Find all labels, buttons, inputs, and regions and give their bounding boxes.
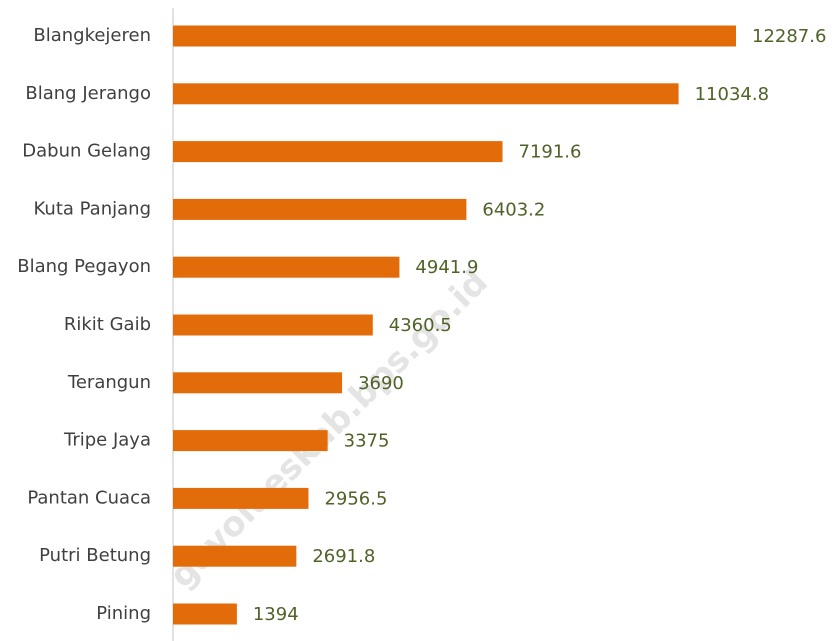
value-label: 2956.5 [324,488,387,509]
category-label: Putri Betung [39,545,151,566]
category-label: Blang Pegayon [17,256,151,277]
value-label: 7191.6 [519,142,582,163]
category-label: Blangkejeren [33,25,151,46]
bar [173,487,309,509]
category-label: Terangun [67,372,151,393]
value-label: 4360.5 [389,315,452,336]
value-label: 3375 [344,431,390,452]
category-label: Pantan Cuaca [27,487,151,508]
bar [173,198,467,220]
bar [173,314,373,336]
value-label: 6403.2 [482,199,545,220]
bar [173,372,343,394]
value-label: 2691.8 [312,546,375,567]
value-label: 3690 [358,373,404,394]
bar [173,83,679,105]
bar [173,25,736,47]
bar [173,545,297,567]
bar [173,603,237,625]
value-label: 1394 [253,604,299,625]
category-label: Kuta Panjang [34,198,151,219]
bar [173,141,503,163]
category-label: Pining [96,603,151,624]
bar [173,430,328,452]
value-label: 4941.9 [415,257,478,278]
category-label: Rikit Gaib [64,314,151,335]
category-label: Tripe Jaya [63,430,151,451]
category-label: Blang Jerango [25,83,151,104]
value-label: 11034.8 [695,84,769,105]
bar [173,256,400,278]
category-label: Dabun Gelang [22,141,151,162]
value-label: 12287.6 [752,26,826,47]
